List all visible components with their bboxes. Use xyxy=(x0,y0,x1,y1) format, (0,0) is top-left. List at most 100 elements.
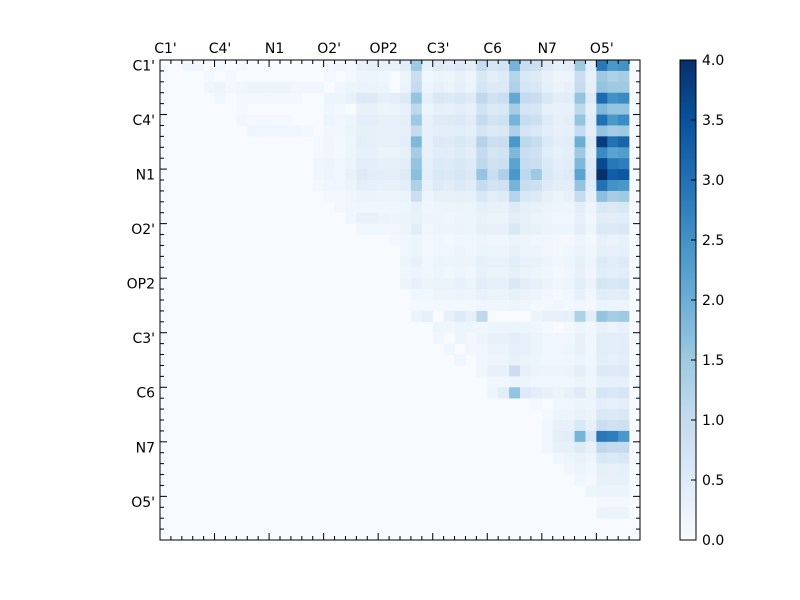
heatmap-cell xyxy=(596,474,608,486)
heatmap-cell xyxy=(465,267,477,279)
heatmap-cell xyxy=(432,245,444,257)
heatmap-cell xyxy=(607,245,619,257)
heatmap-cell xyxy=(618,169,630,181)
heatmap-cell xyxy=(378,103,390,115)
heatmap-cell xyxy=(520,376,532,388)
heatmap-cell xyxy=(378,114,390,126)
heatmap-cell xyxy=(247,81,259,94)
heatmap-cell xyxy=(585,420,597,432)
heatmap-cell xyxy=(465,289,477,301)
heatmap-cell xyxy=(509,223,521,235)
heatmap-cell xyxy=(541,376,554,388)
heatmap-cell xyxy=(607,212,619,224)
heatmap-cell xyxy=(323,92,335,104)
heatmap-cell xyxy=(236,60,248,72)
heatmap-cell xyxy=(432,223,444,235)
heatmap-cell xyxy=(345,125,357,137)
heatmap-cell xyxy=(509,321,521,334)
heatmap-cell xyxy=(498,169,510,181)
heatmap-cell xyxy=(389,92,401,104)
heatmap-cell xyxy=(509,245,521,257)
heatmap-cell xyxy=(596,136,608,148)
heatmap-cell xyxy=(541,125,554,137)
heatmap-cell xyxy=(607,409,619,421)
heatmap-cell xyxy=(563,70,575,83)
heatmap-cell xyxy=(563,180,575,192)
heatmap-cell xyxy=(509,289,521,301)
heatmap-cell xyxy=(367,114,379,126)
heatmap-cell xyxy=(530,278,543,290)
heatmap-cell xyxy=(443,190,455,203)
heatmap-cell xyxy=(596,60,608,72)
heatmap-cell xyxy=(585,452,597,464)
heatmap-cell xyxy=(334,190,346,203)
heatmap-cell xyxy=(520,136,532,148)
heatmap-cell xyxy=(312,169,324,181)
heatmap-cell xyxy=(574,300,586,312)
heatmap-cell xyxy=(541,289,554,301)
heatmap-cell xyxy=(574,103,586,115)
heatmap-cell xyxy=(421,70,434,83)
heatmap-cell xyxy=(367,212,379,224)
heatmap-cell xyxy=(421,256,434,268)
heatmap-cell xyxy=(520,180,532,192)
heatmap-cell xyxy=(410,278,423,290)
heatmap-cell xyxy=(574,332,586,344)
heatmap-cell xyxy=(574,256,586,268)
heatmap-cell xyxy=(563,441,575,454)
heatmap-cell xyxy=(476,180,488,192)
heatmap-cell xyxy=(552,300,564,312)
heatmap-cell xyxy=(541,387,554,399)
heatmap-cell xyxy=(487,103,499,115)
heatmap-cell xyxy=(312,81,324,94)
heatmap-cell xyxy=(541,409,554,421)
heatmap-cell xyxy=(520,234,532,246)
heatmap-cell xyxy=(596,81,608,94)
heatmap-cell xyxy=(367,190,379,203)
heatmap-cell xyxy=(530,136,543,148)
heatmap-cell xyxy=(509,256,521,268)
heatmap-cell xyxy=(443,180,455,192)
heatmap-cell xyxy=(410,92,423,104)
heatmap-cell xyxy=(421,234,434,246)
heatmap-cell xyxy=(607,398,619,410)
heatmap-cell xyxy=(454,125,466,137)
heatmap-cell xyxy=(443,60,455,72)
heatmap-cell xyxy=(618,125,630,137)
heatmap-cell xyxy=(443,201,455,214)
heatmap-cell xyxy=(476,267,488,279)
heatmap-cell xyxy=(607,420,619,432)
heatmap-cell xyxy=(378,70,390,83)
heatmap-cell xyxy=(389,60,401,72)
heatmap-cell xyxy=(410,300,423,312)
heatmap-cell xyxy=(520,332,532,344)
heatmap-cell xyxy=(585,136,597,148)
heatmap-cell xyxy=(509,114,521,126)
heatmap-cell xyxy=(530,103,543,115)
heatmap-cell xyxy=(552,387,564,399)
heatmap-cell xyxy=(487,332,499,344)
heatmap-cell xyxy=(498,136,510,148)
heatmap-cell xyxy=(574,387,586,399)
heatmap-cell xyxy=(356,114,368,126)
heatmap-cell xyxy=(367,147,379,159)
heatmap-cell xyxy=(520,212,532,224)
heatmap-cell xyxy=(530,212,543,224)
heatmap-cell xyxy=(552,158,564,170)
heatmap-cell xyxy=(487,81,499,94)
heatmap-cell xyxy=(607,147,619,159)
heatmap-cell xyxy=(356,212,368,224)
heatmap-cell xyxy=(400,212,412,224)
heatmap-cell xyxy=(334,169,346,181)
y-tick-label: O2' xyxy=(131,222,155,238)
heatmap-cell xyxy=(563,136,575,148)
heatmap-cell xyxy=(465,300,477,312)
heatmap-cell xyxy=(421,289,434,301)
heatmap-cell xyxy=(367,169,379,181)
heatmap-cell xyxy=(443,70,455,83)
heatmap-cell xyxy=(465,278,477,290)
heatmap-cell xyxy=(607,474,619,486)
heatmap-cell xyxy=(290,92,303,104)
heatmap-cell xyxy=(563,147,575,159)
heatmap-cell xyxy=(574,376,586,388)
